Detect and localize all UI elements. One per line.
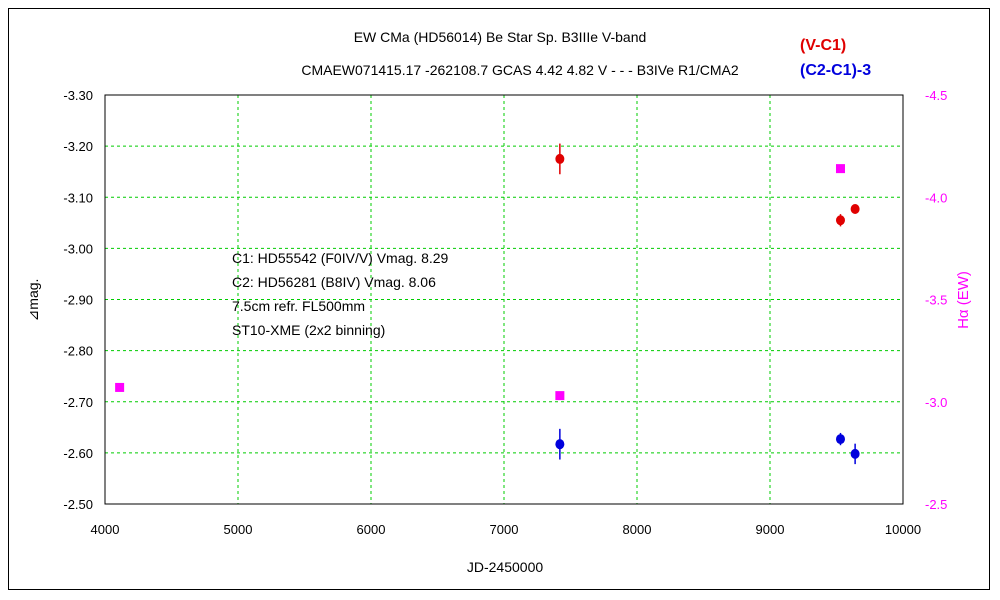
series-1 (555, 428, 860, 465)
tick-labels: 4000 5000 6000 7000 8000 9000 10000 -3.30 -3.20 -… (63, 88, 947, 537)
annotation-c2: C2: HD56281 (B8IV) Vmag. 8.06 (232, 274, 436, 290)
plot-area-border (104, 94, 904, 505)
y-tick-label: -2.70 (63, 395, 93, 410)
y-tick-label: -2.90 (63, 293, 93, 308)
data-point (835, 215, 845, 226)
y-tick-label: -2.80 (63, 344, 93, 359)
halpha-point (835, 164, 845, 174)
y-tick-label: -3.30 (63, 88, 93, 103)
annotation-camera: ST10-XME (2x2 binning) (232, 322, 385, 338)
data-point (850, 448, 860, 459)
x-tick-label: 7000 (490, 522, 519, 537)
annotation-c1: C1: HD55542 (F0IV/V) Vmag. 8.29 (232, 250, 449, 266)
y-tick-label: -3.10 (63, 190, 93, 205)
y-tick-label: -3.00 (63, 241, 93, 256)
y2-tick-label: -3.0 (925, 395, 947, 410)
y-tick-label: -2.60 (63, 446, 93, 461)
y-tick-label: -2.50 (63, 497, 93, 512)
chart-title-line2: CMAEW071415.17 -262108.7 GCAS 4.42 4.82 … (301, 62, 739, 78)
data-point (555, 439, 565, 450)
x-tick-label: 4000 (91, 522, 120, 537)
legend-entry-c2-c1: (C2-C1)-3 (800, 62, 871, 79)
data-point (850, 204, 860, 215)
data-marks (115, 143, 860, 465)
y-tick-label: -3.20 (63, 139, 93, 154)
x-axis-label: JD-2450000 (467, 559, 543, 575)
annotation-telescope: 7.5cm refr. FL500mm (232, 298, 365, 314)
x-tick-label: 6000 (357, 522, 386, 537)
y2-axis-label: Hα (EW) (955, 271, 972, 329)
x-tick-label: 5000 (224, 522, 253, 537)
series-2 (115, 164, 845, 401)
chart-title-line1: EW CMa (HD56014) Be Star Sp. B3IIIe V-ba… (354, 29, 647, 45)
halpha-point (555, 391, 565, 401)
legend-entry-v-c1: (V-C1) (800, 37, 846, 54)
y2-tick-label: -4.0 (925, 190, 947, 205)
x-tick-label: 9000 (756, 522, 785, 537)
series-0 (555, 143, 860, 227)
x-tick-label: 10000 (885, 522, 921, 537)
data-point (555, 153, 565, 164)
y2-tick-label: -2.5 (925, 497, 947, 512)
y2-tick-label: -3.5 (925, 293, 947, 308)
grid-lines (105, 95, 903, 504)
y-axis-label: ⊿mag. (25, 279, 41, 322)
x-tick-label: 8000 (623, 522, 652, 537)
annotation-block: C1: HD55542 (F0IV/V) Vmag. 8.29 C2: HD56… (232, 250, 449, 338)
y2-tick-label: -4.5 (925, 88, 947, 103)
data-point (835, 434, 845, 445)
halpha-point (115, 382, 125, 392)
